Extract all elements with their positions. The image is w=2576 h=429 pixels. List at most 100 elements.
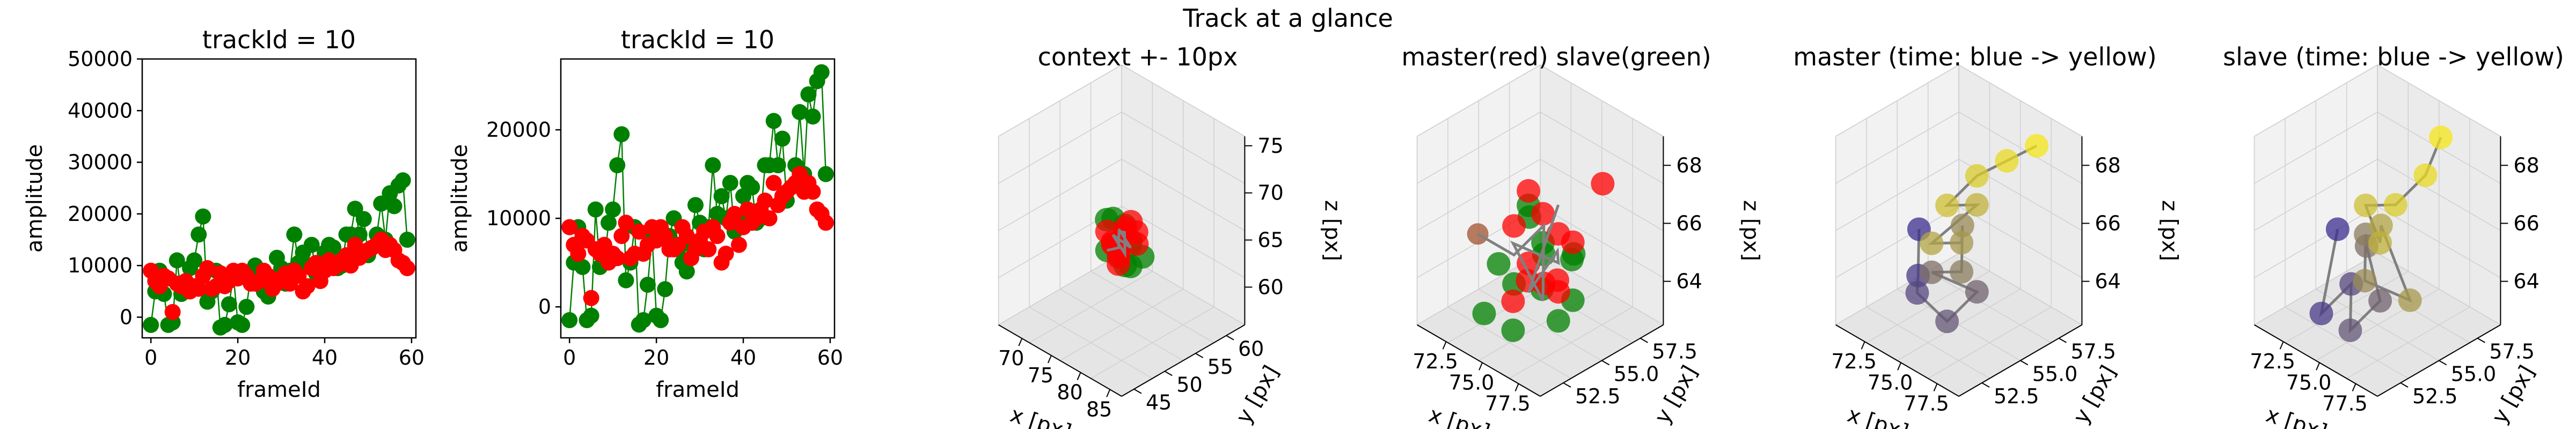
data-point [700,241,717,257]
y-tick-label: 55 [1208,355,1233,379]
grid-line [1417,112,1541,184]
z-tick-label: 68 [2095,153,2120,177]
data-point [238,299,255,315]
data-point [583,290,599,306]
chart-title: trackId = 10 [202,25,356,54]
z-tick-label: 68 [1676,153,1702,177]
data-point [687,197,704,213]
y-tick-label: 40000 [68,99,133,122]
data-point-3d [2309,301,2333,326]
x-tick-label: 75 [1028,364,1053,387]
data-point [234,316,251,333]
grid-line [1121,159,1245,231]
data-point-3d [1591,172,1615,196]
x-tick-label: 85 [1086,397,1112,421]
z-tick-label: 64 [1676,270,1702,293]
z-axis-label: z [px] [2157,200,2182,261]
z-tick-label: 75 [1257,134,1283,158]
data-point-3d [1560,248,1584,272]
y-tick-label: 45 [1146,391,1172,415]
data-point-3d [2368,231,2392,255]
x-tick-mark [1047,355,1052,364]
data-point-3d [2429,125,2453,150]
z-tick-label: 64 [2095,270,2120,293]
data-point-3d [1531,202,1555,226]
x-tick-label: 72.5 [1413,350,1458,373]
y-tick-label: 20000 [486,118,551,142]
x-axis-label: frameId [237,378,321,402]
data-point [657,228,674,245]
z-tick-label: 60 [1257,275,1283,299]
y-tick-mark [1640,337,1648,343]
x-tick-label: 60 [817,346,843,369]
data-point [792,104,808,121]
data-point-3d [1472,301,1496,326]
data-point [286,226,303,243]
grid-line [2346,306,2470,379]
data-point [718,246,734,262]
data-point-3d [1517,179,1541,203]
x-tick-label: 80 [1057,381,1082,404]
x-tick-label: 77.5 [1485,391,1531,415]
grid-line [1835,64,1959,137]
y-tick-label: 30000 [68,151,133,174]
data-point [570,246,587,262]
chart-title: master (time: blue -> yellow) [1793,42,2156,71]
y-tick-label: 10000 [486,206,551,230]
data-point [730,236,747,253]
data-point-3d [1546,309,1570,333]
y-tick-mark [1226,335,1234,341]
data-point-3d [2025,134,2049,158]
trajectory-line [1107,228,1132,258]
data-point [587,201,604,218]
data-point-3d [2398,288,2422,312]
data-point-3d [1950,231,1974,255]
data-point [631,223,647,240]
data-point-3d [1950,213,1974,238]
data-point [635,312,652,328]
grid-line [1835,112,1959,184]
y-axis-label: amplitude [448,144,472,253]
grid-line [1417,64,1541,137]
data-point [657,281,674,298]
x-axis-label: x [px] [1426,402,1493,429]
y-tick-mark [2020,360,2029,366]
x-tick-label: 60 [399,346,425,369]
data-point [639,276,656,293]
data-point [765,113,782,129]
data-point [613,126,630,143]
data-point [221,296,237,313]
grid-line [1540,112,1664,184]
y-tick-label: 20000 [68,202,133,226]
x-tick-label: 70 [998,346,1024,370]
x-tick-mark [1933,383,1938,391]
grid-line [1059,289,1184,361]
data-point [186,252,203,269]
data-point-3d [1502,214,1526,238]
y-tick-mark [1164,371,1173,376]
data-point [574,258,591,275]
figure-suptitle: Track at a glance [1182,4,1393,33]
x-axis-label: frameId [656,378,740,402]
grid-line [1417,159,1541,231]
data-point [561,219,578,235]
z-tick-label: 65 [1257,228,1283,252]
data-point-3d [1517,252,1541,276]
y-tick-label: 52.5 [1994,384,2039,408]
data-point [804,108,821,125]
data-point [678,228,695,245]
grid-line [1091,271,1214,343]
data-point [325,239,342,256]
data-point-3d [2369,213,2393,238]
data-point-3d [1546,280,1570,304]
data-point [761,210,778,227]
data-point [299,278,316,294]
data-point [613,228,630,245]
data-point [817,166,834,182]
z-tick-label: 66 [2095,211,2120,235]
x-tick-mark [1106,389,1111,397]
y-axis-label: y [px] [1231,361,1284,428]
data-point [726,205,743,222]
data-point [800,86,817,103]
